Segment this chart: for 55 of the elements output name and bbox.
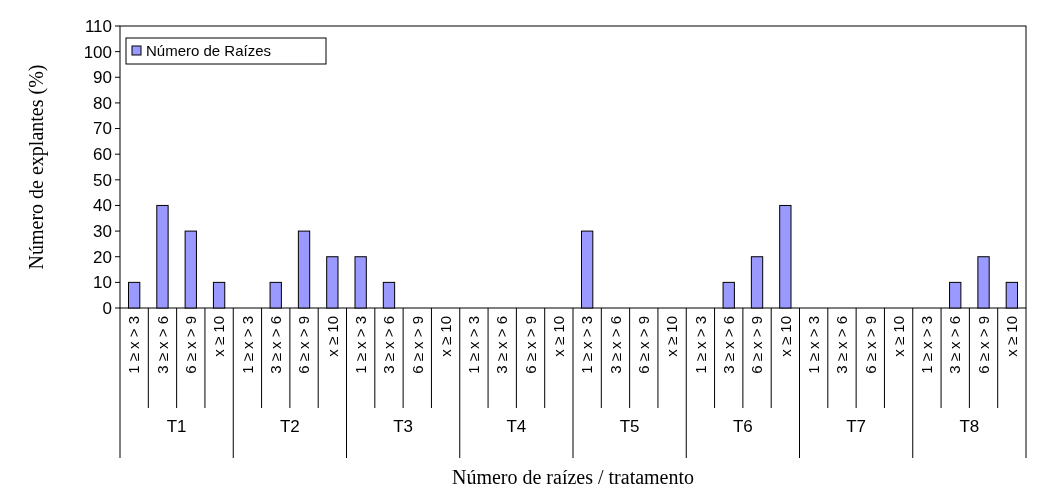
x-tick-label: 1 ≥ x > 3 — [125, 316, 143, 374]
x-tick-label: 1 ≥ x > 3 — [918, 316, 936, 374]
x-tick-label: 6 ≥ x > 9 — [295, 316, 313, 374]
x-tick-label: 3 ≥ x > 6 — [493, 316, 511, 374]
text: T1 — [166, 416, 187, 436]
x-tick-label: 6 ≥ x > 9 — [974, 316, 992, 374]
x-tick-label: x ≥ 10 — [436, 316, 454, 357]
y-tick-label: 100 — [83, 42, 112, 62]
x-tick-label: 1 ≥ x > 3 — [804, 316, 822, 374]
x-tick-label: 1 ≥ x > 3 — [238, 316, 256, 374]
x-tick-label: 3 ≥ x > 6 — [946, 316, 964, 374]
x-tick-label: 6 ≥ x > 9 — [861, 316, 879, 374]
y-tick-label: 60 — [93, 145, 112, 165]
text: T8 — [959, 416, 980, 436]
x-tick-label: x ≥ 10 — [889, 316, 907, 357]
x-tick-label: 3 ≥ x > 6 — [380, 316, 398, 374]
y-tick-label: 90 — [93, 68, 112, 88]
x-tick-label: x ≥ 10 — [550, 316, 568, 357]
x-tick-label: 3 ≥ x > 6 — [833, 316, 851, 374]
y-tick-label: 50 — [93, 170, 112, 190]
x-tick-label: 3 ≥ x > 6 — [266, 316, 284, 374]
x-tick-label: 6 ≥ x > 9 — [182, 316, 200, 374]
y-tick-label: 80 — [93, 93, 112, 113]
text: T3 — [393, 416, 414, 436]
x-tick-label: 6 ≥ x > 9 — [748, 316, 766, 374]
x-tick-label: x ≥ 10 — [210, 316, 228, 357]
legend-label: Número de Raízes — [146, 42, 272, 60]
x-tick-label: 6 ≥ x > 9 — [521, 316, 539, 374]
x-tick-label: x ≥ 10 — [776, 316, 794, 357]
y-tick-label: 110 — [84, 16, 112, 36]
x-tick-label: 6 ≥ x > 9 — [408, 316, 426, 374]
x-tick-label: 3 ≥ x > 6 — [719, 316, 737, 374]
x-tick-label: x ≥ 10 — [663, 316, 681, 357]
x-tick-label: x ≥ 10 — [323, 316, 341, 357]
text: T4 — [506, 416, 527, 436]
text: T6 — [732, 416, 753, 436]
x-tick-label: 3 ≥ x > 6 — [153, 316, 171, 374]
x-tick-label: 1 ≥ x > 3 — [351, 316, 369, 374]
y-tick-label: 20 — [93, 247, 112, 267]
x-tick-label: 6 ≥ x > 9 — [635, 316, 653, 374]
y-tick-label: 0 — [102, 298, 112, 318]
x-tick-label: 1 ≥ x > 3 — [578, 316, 596, 374]
x-tick-label: x ≥ 10 — [1003, 316, 1021, 357]
x-tick-label: 1 ≥ x > 3 — [691, 316, 709, 374]
y-tick-label: 70 — [93, 119, 112, 139]
x-tick-label: 3 ≥ x > 6 — [606, 316, 624, 374]
y-axis-title: Número de explantes (%) — [25, 64, 48, 270]
y-tick-label: 30 — [93, 222, 112, 242]
text: T5 — [619, 416, 640, 436]
x-axis-title: Número de raízes / tratamento — [451, 466, 695, 488]
y-tick-label: 10 — [93, 273, 112, 293]
y-tick-label: 40 — [93, 196, 112, 216]
text: T2 — [279, 416, 300, 436]
text: T7 — [846, 416, 867, 436]
x-tick-label: 1 ≥ x > 3 — [465, 316, 483, 374]
